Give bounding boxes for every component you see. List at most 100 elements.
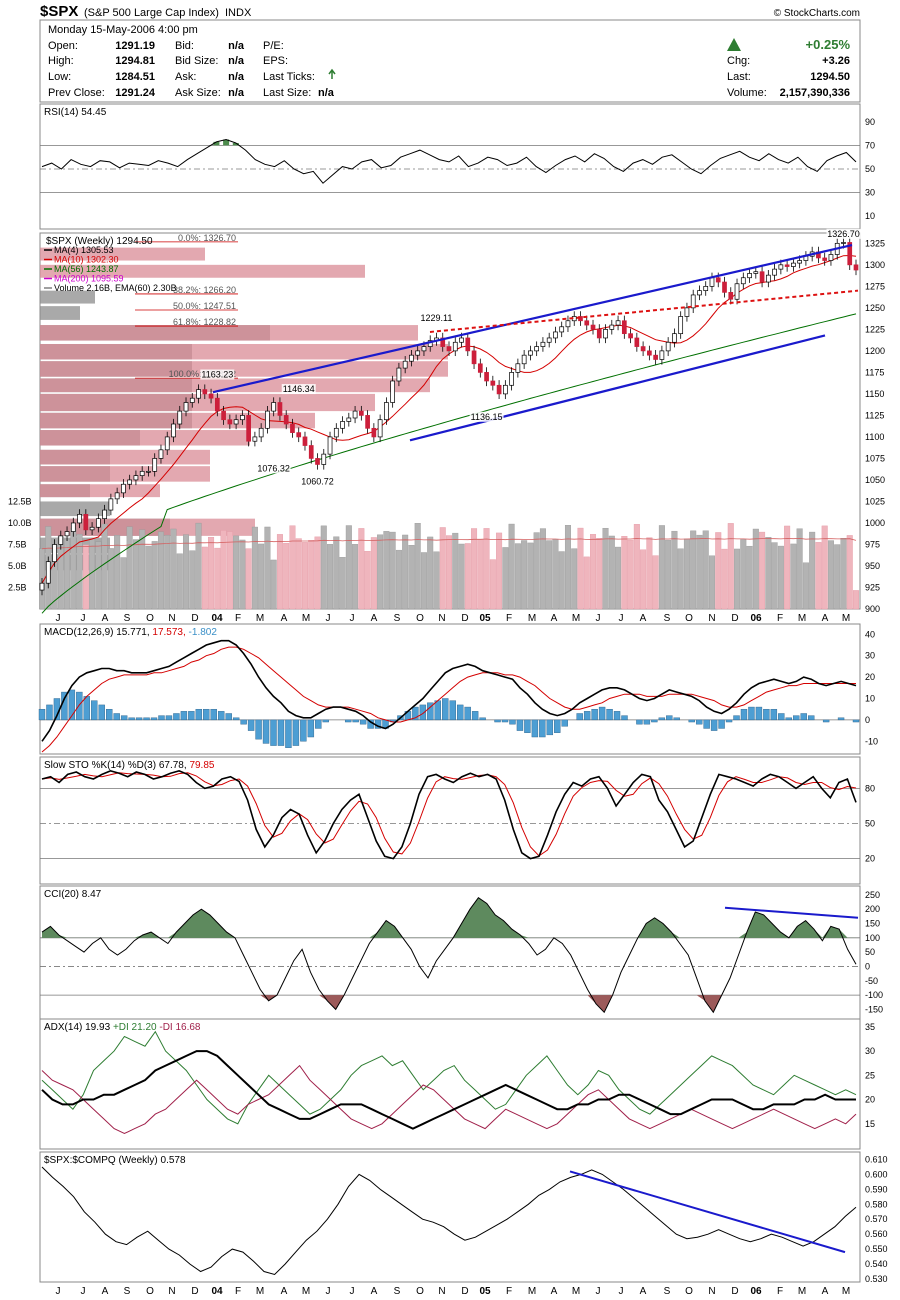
cci-title: CCI(20) 8.47: [44, 889, 102, 900]
x-axis-label: D: [461, 1286, 468, 1297]
sto-d-line: [41, 772, 857, 857]
cci-y-tick: 200: [865, 904, 880, 914]
price-y-tick: 1125: [865, 410, 884, 420]
macd-histogram-bar: [352, 719, 359, 723]
volume-bar: [389, 531, 396, 610]
price-candle: [252, 436, 258, 442]
volume-bar: [652, 555, 659, 610]
volume-bar: [364, 551, 371, 610]
volume-bar: [408, 545, 415, 610]
macd-histogram-bar: [471, 711, 479, 721]
volume-bar: [295, 538, 302, 610]
macd-histogram-bar: [837, 717, 845, 721]
price-candle: [546, 337, 552, 343]
adx-y-tick: 30: [865, 1046, 875, 1056]
x-axis-label: A: [102, 613, 109, 624]
macd-histogram-bar: [173, 713, 180, 721]
rsi-y-tick: 50: [865, 164, 875, 174]
volume-bar: [89, 538, 96, 610]
volume-by-price-bar: [40, 484, 160, 498]
x-axis-label: M: [572, 613, 580, 624]
price-candle: [271, 402, 277, 412]
macd-histogram-bar: [120, 715, 128, 721]
volume-bar: [251, 526, 258, 610]
bid-label: Bid:: [175, 40, 194, 52]
x-axis-label: A: [281, 613, 288, 624]
volume-bar: [658, 525, 665, 610]
price-value-label: 1076.32: [257, 463, 290, 473]
copyright: © StockCharts.com: [774, 8, 860, 19]
price-candle: [415, 350, 421, 356]
price-candle: [841, 242, 846, 244]
rsi-plot: 90 70 50 30 10: [40, 117, 875, 221]
price-candle: [127, 479, 133, 485]
cci-y-tick: -50: [865, 976, 878, 986]
x-axis-label: J: [350, 613, 355, 624]
x-axis-label: 05: [479, 613, 491, 624]
rsi-y-tick: 90: [865, 117, 875, 127]
x-axis-label: M: [842, 613, 850, 624]
macd-histogram-bar: [98, 704, 105, 721]
ratio-y-tick: 0.600: [865, 1169, 888, 1179]
price-candle: [89, 526, 95, 531]
cci-y-tick: -150: [865, 1004, 883, 1014]
adx-title-name: ADX(14) 19.93: [44, 1022, 113, 1033]
macd-histogram-bar: [800, 713, 807, 721]
legend-label: MA(56) 1243.87: [54, 264, 119, 274]
low-label: Low:: [48, 71, 71, 83]
volume-bar: [395, 549, 402, 610]
price-candle: [596, 329, 602, 339]
volume-bar: [276, 534, 283, 610]
volume-bar: [496, 532, 503, 610]
cci-panel: CCI(20) 8.47 250 200 150 100 50 0 -50 -100 -150: [39, 885, 883, 1020]
volume-bar: [765, 537, 772, 610]
macd-histogram-bar: [688, 719, 695, 723]
volume-bar: [615, 546, 622, 610]
macd-histogram-bar: [285, 719, 292, 748]
price-candle: [715, 277, 721, 283]
price-candle: [227, 419, 233, 425]
sto-title-name: Slow STO %K(14) %D(3) 67.78,: [44, 760, 189, 771]
price-candle: [659, 350, 665, 360]
price-candle: [102, 509, 107, 520]
price-candle: [64, 531, 70, 537]
price-candle: [621, 320, 627, 335]
prev-close-label: Prev Close:: [48, 87, 105, 99]
price-candle: [352, 410, 358, 419]
rsi-panel: RSI(14) 54.45 90 70 50 30 10: [39, 103, 875, 230]
price-y-tick: 1100: [865, 432, 884, 442]
price-candle: [96, 518, 101, 528]
price-label-bg: [200, 369, 235, 380]
volume-bar: [583, 556, 590, 610]
volume-bar: [370, 537, 377, 610]
volume-bar: [790, 543, 797, 610]
price-candle: [133, 475, 139, 481]
price-candle: [346, 417, 352, 422]
price-candle: [784, 264, 790, 267]
x-axis-label: A: [640, 613, 647, 624]
price-value-label: 1136.15: [471, 412, 503, 422]
change-label: Chg:: [727, 55, 750, 67]
ask-label: Ask:: [175, 71, 196, 83]
macd-histogram-bar: [255, 719, 262, 740]
price-candle: [728, 292, 734, 300]
upper-channel-line: [212, 243, 853, 394]
x-axis-label: A: [102, 1286, 109, 1297]
cci-y-tick: 50: [865, 947, 875, 957]
price-candle: [246, 415, 251, 442]
volume-bar: [677, 548, 684, 610]
macd-histogram-bar: [46, 704, 53, 721]
fib-label: 38.2%: 1266.20: [173, 285, 236, 295]
volume-bar: [107, 548, 114, 610]
volume-by-price-bar: [40, 343, 448, 360]
volume-bar: [702, 530, 709, 610]
x-axis-label: O: [146, 1286, 154, 1297]
macd-histogram-bar: [785, 717, 792, 721]
last-size-label: Last Size:: [263, 87, 311, 99]
volume-bar: [120, 557, 127, 610]
price-candle: [333, 427, 339, 438]
price-candle: [703, 285, 709, 291]
volume-bar: [552, 539, 559, 610]
price-candle: [409, 354, 414, 362]
volume-bar: [433, 551, 440, 610]
